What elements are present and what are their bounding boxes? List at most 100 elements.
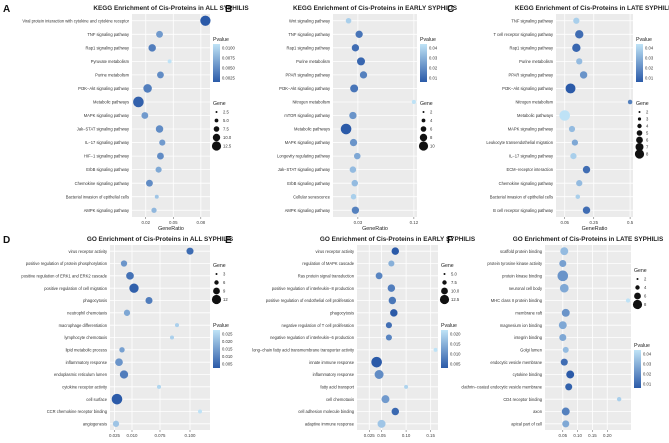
gene-size-swatch <box>442 280 447 285</box>
data-point <box>565 83 576 94</box>
data-point <box>391 247 400 255</box>
data-point <box>559 283 569 293</box>
pvalue-tick-label: 0.03 <box>429 56 438 61</box>
gene-size-swatch <box>632 299 643 310</box>
data-point <box>560 358 568 366</box>
data-point <box>560 247 569 256</box>
term-label: virus receptor activity <box>69 249 108 254</box>
data-point <box>558 321 567 330</box>
term-label: innate immune response <box>309 360 355 365</box>
term-label: Rap1 signaling pathway <box>86 45 130 50</box>
term-label: PI3K−Akt signaling pathway <box>502 86 554 91</box>
gene-size-label: 2 <box>646 110 649 115</box>
gene-size-label: 12 <box>223 297 228 302</box>
data-point <box>355 30 363 38</box>
data-point <box>404 384 409 389</box>
term-label: TNF signaling pathway <box>87 32 130 37</box>
data-point <box>562 346 569 353</box>
gene-size-label: 10.0 <box>451 289 460 294</box>
data-point <box>565 383 573 391</box>
pvalue-tick-label: 0.04 <box>643 352 652 357</box>
gene-legend-title: Gene <box>636 101 649 107</box>
term-label: Chemokine signaling pathway <box>499 181 554 186</box>
gene-size-swatch <box>439 294 450 305</box>
gene-size-label: 6 <box>644 294 647 299</box>
x-tick-label: 0.05 <box>377 433 386 438</box>
gene-size-swatch <box>637 123 642 129</box>
gene-size-swatch <box>637 117 642 121</box>
term-label: mTOR signaling pathway <box>284 113 331 118</box>
term-label: positive regulation of endothelial cell … <box>266 298 355 303</box>
gene-size-swatch <box>211 294 222 305</box>
gene-size-label: 2 <box>430 110 433 115</box>
data-point <box>120 260 128 267</box>
gene-size-label: 2.5 <box>223 110 229 115</box>
term-label: positive regulation of interleukin−8 pro… <box>272 286 355 291</box>
data-point <box>357 57 365 66</box>
term-label: Bacterial invasion of epithelial cells <box>66 194 129 199</box>
gene-size-swatch <box>214 118 219 123</box>
term-label: cell surface <box>86 397 107 402</box>
term-label: MHC class II protein binding <box>491 298 543 303</box>
data-point <box>154 194 159 199</box>
term-label: scaffold protein binding <box>500 249 543 254</box>
term-label: neuronal cell body <box>509 286 543 291</box>
term-label: PI3K−Akt signaling pathway <box>279 86 331 91</box>
term-label: regulation of MAPK cascade <box>302 261 354 266</box>
x-axis-label: GeneRatio <box>582 226 608 232</box>
data-point <box>579 71 588 79</box>
gene-legend-title: Gene <box>634 268 647 274</box>
pvalue-legend-title: Pvalue <box>213 37 229 43</box>
term-label: IL−17 signaling pathway <box>85 140 130 145</box>
gene-size-swatch <box>636 136 643 144</box>
panel-letter: B <box>225 4 232 15</box>
data-point <box>385 322 392 329</box>
term-label: Pyruvate metabolism <box>91 59 130 64</box>
panel-letter: D <box>3 235 10 246</box>
pvalue-tick-label: 0.0025 <box>222 76 235 81</box>
chart-title: KEGG Enrichment of Cis-Proteins in ALL S… <box>93 5 249 12</box>
term-label: CCR chemokine receptor binding <box>47 409 108 414</box>
gene-size-swatch <box>212 133 221 142</box>
pvalue-colorbar <box>213 44 220 82</box>
gene-size-label: 2 <box>644 277 647 282</box>
term-label: protein kinase binding <box>502 273 543 278</box>
data-point <box>112 420 120 427</box>
panel-b: B KEGG Enrichment of Cis-Proteins in EARL… <box>225 4 458 232</box>
data-point <box>559 333 567 342</box>
x-tick-label: 0.5 <box>627 220 634 225</box>
panel-c: C KEGG Enrichment of Cis-Proteins in LATE… <box>447 4 669 232</box>
data-point <box>616 396 622 402</box>
gene-size-label: 3 <box>223 272 226 277</box>
term-label: MAPK signaling pathway <box>84 113 130 118</box>
panel-e: E GO Enrichment of Cis-Proteins in EARLY … <box>225 235 476 443</box>
gene-size-label: 7 <box>646 145 649 150</box>
x-tick-label: 0.20 <box>603 433 612 438</box>
pvalue-tick-label: 0.03 <box>645 56 654 61</box>
term-label: CD4 receptor binding <box>503 397 542 402</box>
gene-size-swatch <box>215 111 218 113</box>
pvalue-colorbar <box>420 44 427 82</box>
term-label: neutrophil chemotaxis <box>67 310 107 315</box>
gene-size-label: 5.0 <box>223 118 229 123</box>
x-axis-label: GeneRatio <box>158 226 184 232</box>
x-tick-label: 0.05 <box>560 220 569 225</box>
term-label: TNF signaling pathway <box>288 32 331 37</box>
x-tick-label: 0.025 <box>109 433 121 438</box>
data-point <box>571 139 579 146</box>
term-label: negative regulation of interleukin−6 pro… <box>270 335 355 340</box>
pvalue-legend-title: Pvalue <box>634 343 650 349</box>
data-point <box>582 206 591 214</box>
gene-size-swatch <box>213 126 220 132</box>
data-point <box>350 193 357 200</box>
data-point <box>575 30 584 39</box>
pvalue-colorbar <box>441 330 448 368</box>
pvalue-tick-label: 0.025 <box>222 332 233 337</box>
panel-letter: E <box>225 235 232 246</box>
term-label: apical part of cell <box>511 421 542 426</box>
term-label: phagocytosis <box>330 310 354 315</box>
x-tick-label: 0.03 <box>354 220 363 225</box>
term-label: clathrin−coated endocytic vesicle membra… <box>461 384 542 389</box>
gene-size-label: 4 <box>644 285 647 290</box>
x-tick-label: 0.12 <box>410 220 419 225</box>
